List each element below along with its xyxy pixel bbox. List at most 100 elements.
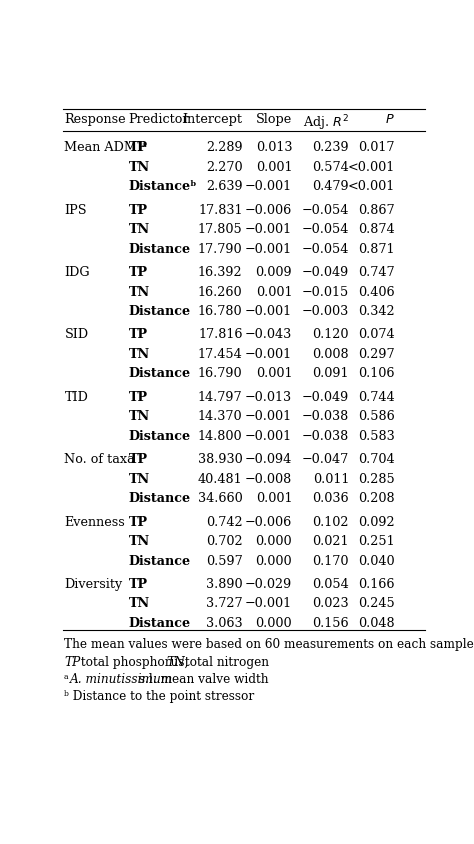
Text: TP: TP xyxy=(128,141,148,154)
Text: 0.742: 0.742 xyxy=(206,516,243,528)
Text: 0.023: 0.023 xyxy=(312,598,349,610)
Text: Evenness: Evenness xyxy=(64,516,125,528)
Text: IDG: IDG xyxy=(64,266,90,279)
Text: 0.120: 0.120 xyxy=(312,328,349,342)
Text: TN: TN xyxy=(128,285,150,299)
Text: 0.008: 0.008 xyxy=(312,348,349,361)
Text: Distance: Distance xyxy=(128,617,191,630)
Text: 0.874: 0.874 xyxy=(358,223,395,236)
Text: 0.156: 0.156 xyxy=(312,617,349,630)
Text: 0.001: 0.001 xyxy=(255,160,292,174)
Text: Response: Response xyxy=(64,113,126,126)
Text: 17.790: 17.790 xyxy=(198,242,243,256)
Text: 17.816: 17.816 xyxy=(198,328,243,342)
Text: −0.001: −0.001 xyxy=(245,223,292,236)
Text: s.l. mean valve width: s.l. mean valve width xyxy=(135,673,268,685)
Text: total nitrogen: total nitrogen xyxy=(181,656,269,668)
Text: 0.009: 0.009 xyxy=(255,266,292,279)
Text: $P$: $P$ xyxy=(385,113,395,126)
Text: 2.289: 2.289 xyxy=(206,141,243,154)
Text: 0.285: 0.285 xyxy=(358,473,395,485)
Text: total phosphorus,: total phosphorus, xyxy=(77,656,192,668)
Text: −0.049: −0.049 xyxy=(302,391,349,403)
Text: 0.013: 0.013 xyxy=(255,141,292,154)
Text: 0.170: 0.170 xyxy=(312,555,349,567)
Text: −0.029: −0.029 xyxy=(245,578,292,591)
Text: 14.800: 14.800 xyxy=(198,430,243,443)
Text: Intercept: Intercept xyxy=(182,113,243,126)
Text: Distance: Distance xyxy=(128,305,191,318)
Text: TN: TN xyxy=(128,223,150,236)
Text: Distance: Distance xyxy=(128,492,191,506)
Text: Distance: Distance xyxy=(128,367,191,381)
Text: 14.370: 14.370 xyxy=(198,410,243,424)
Text: Adj. $R^2$: Adj. $R^2$ xyxy=(303,113,349,133)
Text: −0.006: −0.006 xyxy=(245,516,292,528)
Text: 0.040: 0.040 xyxy=(358,555,395,567)
Text: 0.001: 0.001 xyxy=(255,367,292,381)
Text: 0.704: 0.704 xyxy=(358,453,395,466)
Text: 2.270: 2.270 xyxy=(206,160,243,174)
Text: −0.001: −0.001 xyxy=(245,242,292,256)
Text: 3.890: 3.890 xyxy=(206,578,243,591)
Text: SID: SID xyxy=(64,328,89,342)
Text: −0.049: −0.049 xyxy=(302,266,349,279)
Text: 17.831: 17.831 xyxy=(198,203,243,217)
Text: 0.406: 0.406 xyxy=(358,285,395,299)
Text: 0.239: 0.239 xyxy=(312,141,349,154)
Text: 0.744: 0.744 xyxy=(358,391,395,403)
Text: −0.001: −0.001 xyxy=(245,410,292,424)
Text: IPS: IPS xyxy=(64,203,87,217)
Text: 0.092: 0.092 xyxy=(358,516,395,528)
Text: 0.208: 0.208 xyxy=(358,492,395,506)
Text: ᵃ: ᵃ xyxy=(64,673,73,685)
Text: TN: TN xyxy=(166,656,185,668)
Text: 34.660: 34.660 xyxy=(198,492,243,506)
Text: 2.639: 2.639 xyxy=(206,181,243,193)
Text: 0.011: 0.011 xyxy=(313,473,349,485)
Text: 0.054: 0.054 xyxy=(312,578,349,591)
Text: TID: TID xyxy=(64,391,88,403)
Text: 0.102: 0.102 xyxy=(312,516,349,528)
Text: −0.001: −0.001 xyxy=(245,598,292,610)
Text: 38.930: 38.930 xyxy=(198,453,243,466)
Text: Distance: Distance xyxy=(128,555,191,567)
Text: 16.392: 16.392 xyxy=(198,266,243,279)
Text: −0.001: −0.001 xyxy=(245,181,292,193)
Text: TP: TP xyxy=(128,578,148,591)
Text: 0.001: 0.001 xyxy=(255,492,292,506)
Text: TN: TN xyxy=(128,473,150,485)
Text: −0.054: −0.054 xyxy=(302,223,349,236)
Text: A. minutissimum: A. minutissimum xyxy=(70,673,173,685)
Text: 0.245: 0.245 xyxy=(358,598,395,610)
Text: 0.479: 0.479 xyxy=(312,181,349,193)
Text: Diversity: Diversity xyxy=(64,578,123,591)
Text: Predictor: Predictor xyxy=(128,113,189,126)
Text: Mean ADMIᵃ: Mean ADMIᵃ xyxy=(64,141,147,154)
Text: 17.454: 17.454 xyxy=(198,348,243,361)
Text: 0.000: 0.000 xyxy=(255,555,292,567)
Text: −0.038: −0.038 xyxy=(302,430,349,443)
Text: TP: TP xyxy=(64,656,81,668)
Text: 0.021: 0.021 xyxy=(312,535,349,548)
Text: 0.597: 0.597 xyxy=(206,555,243,567)
Text: 0.074: 0.074 xyxy=(358,328,395,342)
Text: TN: TN xyxy=(128,160,150,174)
Text: TP: TP xyxy=(128,266,148,279)
Text: TP: TP xyxy=(128,203,148,217)
Text: −0.008: −0.008 xyxy=(245,473,292,485)
Text: 0.091: 0.091 xyxy=(312,367,349,381)
Text: 0.036: 0.036 xyxy=(312,492,349,506)
Text: TP: TP xyxy=(128,391,148,403)
Text: <0.001: <0.001 xyxy=(348,181,395,193)
Text: <0.001: <0.001 xyxy=(348,160,395,174)
Text: 0.001: 0.001 xyxy=(255,285,292,299)
Text: −0.054: −0.054 xyxy=(302,242,349,256)
Text: 3.063: 3.063 xyxy=(206,617,243,630)
Text: 0.000: 0.000 xyxy=(255,617,292,630)
Text: TN: TN xyxy=(128,535,150,548)
Text: −0.047: −0.047 xyxy=(302,453,349,466)
Text: −0.006: −0.006 xyxy=(245,203,292,217)
Text: 0.297: 0.297 xyxy=(358,348,395,361)
Text: 0.747: 0.747 xyxy=(358,266,395,279)
